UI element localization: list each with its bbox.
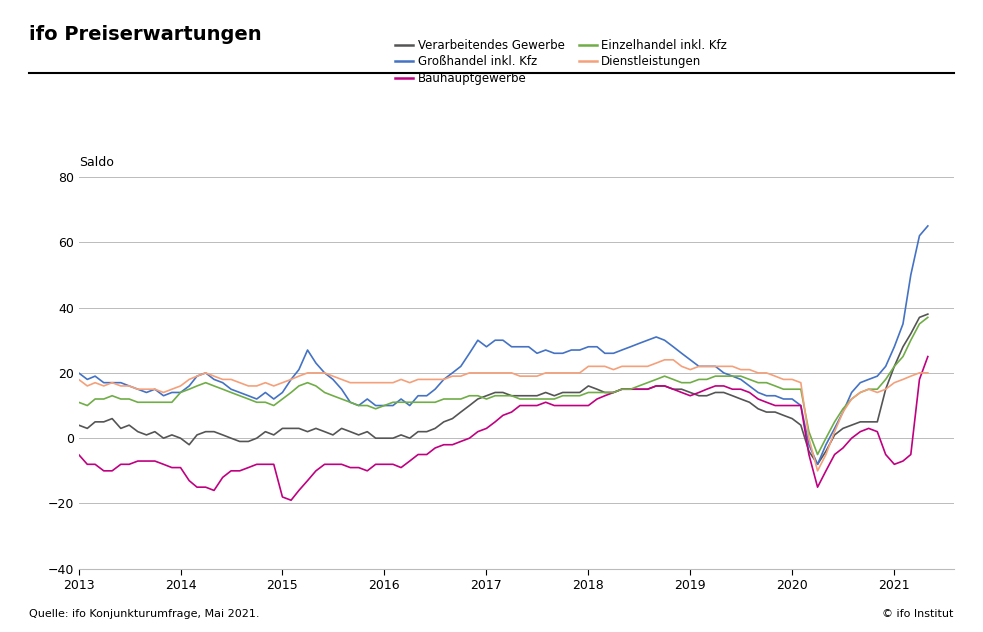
- Legend: Verarbeitendes Gewerbe, Großhandel inkl. Kfz, Bauhauptgewerbe, Einzelhandel inkl: Verarbeitendes Gewerbe, Großhandel inkl.…: [391, 34, 732, 90]
- Text: © ifo Institut: © ifo Institut: [882, 609, 954, 619]
- Text: Quelle: ifo Konjunkturumfrage, Mai 2021.: Quelle: ifo Konjunkturumfrage, Mai 2021.: [29, 609, 260, 619]
- Text: Saldo: Saldo: [79, 156, 113, 169]
- Text: ifo Preiserwartungen: ifo Preiserwartungen: [29, 25, 262, 44]
